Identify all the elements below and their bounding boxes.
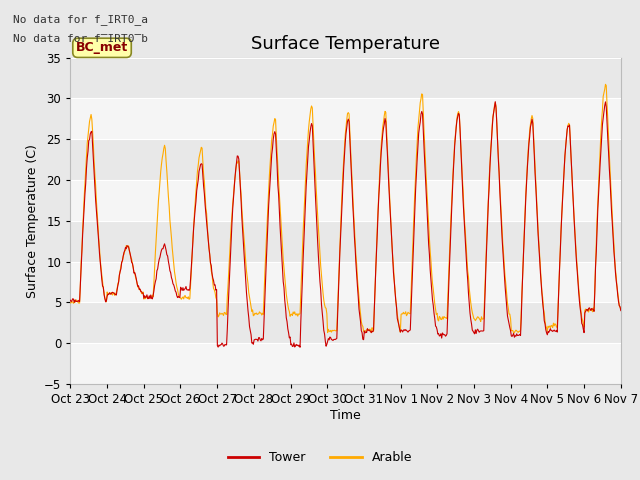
Y-axis label: Surface Temperature (C): Surface Temperature (C) [26, 144, 38, 298]
Bar [70, 343, 621, 384]
X-axis label: Time: Time [330, 409, 361, 422]
Bar [70, 180, 621, 221]
Bar [70, 262, 621, 302]
Text: No data for f̅IRT0̅b: No data for f̅IRT0̅b [13, 34, 148, 44]
Legend: Tower, Arable: Tower, Arable [223, 446, 417, 469]
Text: No data for f_IRT0_a: No data for f_IRT0_a [13, 14, 148, 25]
Title: Surface Temperature: Surface Temperature [251, 35, 440, 53]
Text: BC_met: BC_met [76, 41, 128, 54]
Bar [70, 98, 621, 139]
